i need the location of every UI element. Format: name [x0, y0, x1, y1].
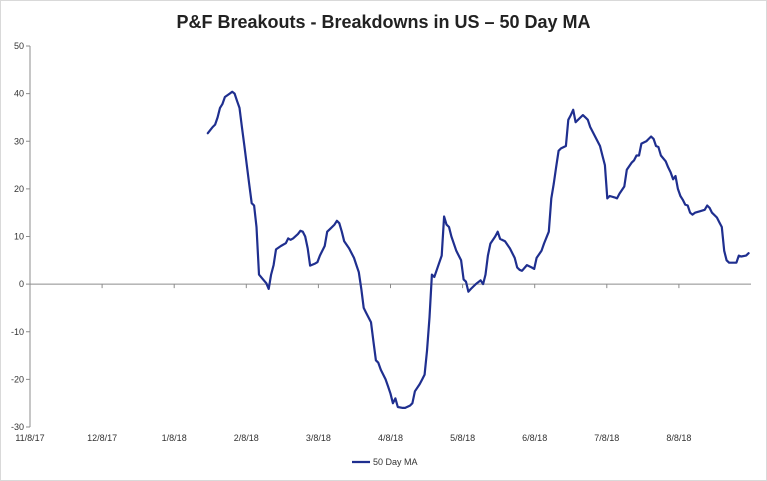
chart-title: P&F Breakouts - Breakdowns in US – 50 Da… — [176, 12, 591, 32]
x-tick-label: 1/8/18 — [162, 433, 187, 443]
x-tick-label: 11/8/17 — [15, 433, 44, 443]
y-tick-label: -10 — [11, 327, 24, 337]
y-tick-label: -20 — [11, 374, 24, 384]
x-tick-label: 2/8/18 — [234, 433, 259, 443]
series-layer — [206, 90, 750, 409]
x-tick-label: 4/8/18 — [378, 433, 403, 443]
y-tick-labels: 50 40 30 20 10 0 -10 -20 -30 — [11, 41, 24, 432]
y-tick-label: 40 — [14, 89, 24, 99]
x-tick-label: 12/8/17 — [87, 433, 117, 443]
y-tick-label: 10 — [14, 232, 24, 242]
x-tick-label: 7/8/18 — [594, 433, 619, 443]
y-tick-label: 0 — [19, 279, 24, 289]
x-tick-label: 6/8/18 — [522, 433, 547, 443]
legend: 50 Day MA — [352, 457, 418, 467]
x-tick-label: 5/8/18 — [450, 433, 475, 443]
x-tick-label: 3/8/18 — [306, 433, 331, 443]
axes — [26, 45, 751, 428]
legend-label: 50 Day MA — [373, 457, 418, 467]
series-line-1 — [206, 90, 750, 409]
x-tick-labels: 11/8/17 12/8/17 1/8/18 2/8/18 3/8/18 4/8/18 5/… — [15, 433, 691, 443]
y-tick-label: 20 — [14, 184, 24, 194]
y-tick-label: 50 — [14, 41, 24, 51]
y-tick-label: -30 — [11, 422, 24, 432]
y-tick-label: 30 — [14, 136, 24, 146]
x-tick-label: 8/8/18 — [666, 433, 691, 443]
